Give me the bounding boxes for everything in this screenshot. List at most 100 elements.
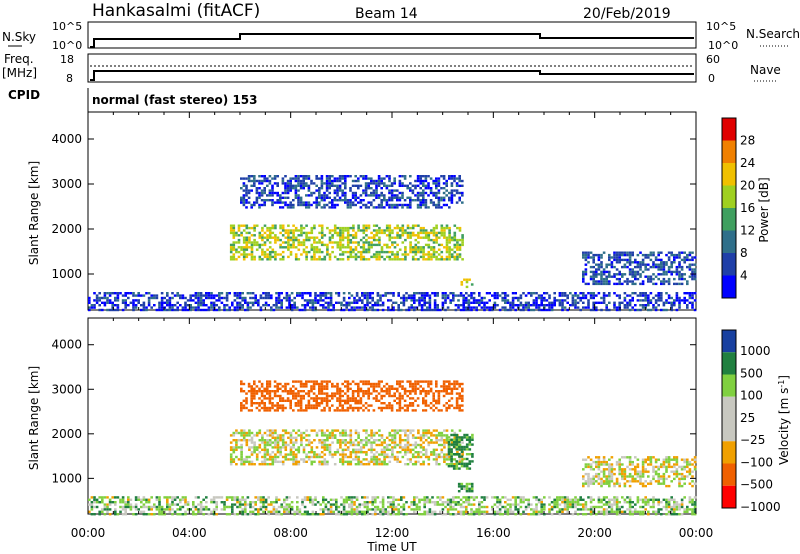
- data-cell: [644, 275, 647, 278]
- data-cell: [268, 429, 272, 432]
- data-cell: [260, 406, 264, 410]
- data-cell: [686, 299, 689, 302]
- data-cell: [450, 465, 453, 468]
- data-cell: [468, 441, 472, 444]
- data-cell: [608, 275, 611, 278]
- data-cell: [258, 429, 262, 432]
- data-cell: [210, 296, 213, 300]
- data-cell: [387, 308, 390, 312]
- data-cell: [263, 224, 267, 227]
- data-cell: [424, 234, 428, 237]
- data-cell: [411, 436, 415, 439]
- data-cell: [199, 301, 203, 304]
- data-cell: [647, 256, 650, 259]
- data-cell: [450, 453, 453, 456]
- data-cell: [368, 306, 372, 309]
- data-cell: [267, 304, 270, 307]
- data-cell: [253, 238, 256, 242]
- data-cell: [595, 282, 598, 286]
- data-cell: [248, 241, 251, 244]
- data-cell: [124, 294, 127, 297]
- data-cell: [257, 510, 260, 513]
- data-cell: [461, 458, 464, 461]
- data-cell: [147, 301, 151, 304]
- data-cell: [202, 304, 205, 307]
- data-cell: [268, 441, 272, 444]
- data-cell: [375, 250, 379, 254]
- data-cell: [186, 299, 190, 302]
- data-cell: [266, 382, 269, 386]
- data-cell: [548, 294, 551, 297]
- data-cell: [307, 236, 311, 239]
- data-cell: [584, 463, 588, 466]
- data-cell: [383, 182, 386, 185]
- data-cell: [95, 301, 99, 304]
- data-cell: [411, 382, 415, 386]
- data-cell: [250, 175, 253, 178]
- data-cell: [398, 399, 402, 402]
- data-cell: [615, 258, 619, 262]
- data-cell: [422, 258, 425, 261]
- data-cell: [147, 296, 151, 300]
- data-cell: [305, 404, 308, 407]
- data-cell: [470, 283, 474, 286]
- data-cell: [349, 238, 353, 242]
- data-cell: [641, 292, 645, 295]
- data-cell: [372, 463, 376, 466]
- data-cell: [184, 301, 187, 304]
- data-cell: [284, 455, 288, 459]
- data-cell: [432, 179, 435, 183]
- data-cell: [313, 255, 316, 259]
- data-cell: [251, 510, 255, 513]
- data-cell: [253, 241, 256, 244]
- data-cell: [289, 451, 293, 454]
- data-cell: [458, 404, 461, 407]
- data-cell: [336, 199, 339, 202]
- data-cell: [592, 477, 595, 481]
- data-cell: [453, 224, 457, 227]
- data-cell: [411, 404, 415, 407]
- data-cell: [589, 256, 593, 259]
- data-cell: [289, 441, 293, 444]
- data-cell: [262, 292, 265, 295]
- data-cell: [197, 299, 200, 302]
- data-cell: [346, 229, 350, 232]
- data-cell: [398, 234, 402, 237]
- data-cell: [300, 434, 303, 437]
- data-cell: [501, 292, 504, 295]
- data-cell: [393, 203, 396, 207]
- data-cell: [370, 182, 373, 185]
- data-cell: [357, 229, 360, 232]
- data-cell: [307, 455, 311, 459]
- data-cell: [375, 385, 378, 388]
- data-cell: [657, 480, 660, 483]
- data-cell: [242, 390, 246, 393]
- data-cell: [266, 234, 269, 237]
- data-cell: [396, 189, 399, 192]
- data-cell: [98, 501, 101, 504]
- data-cell: [435, 224, 438, 227]
- data-cell: [101, 296, 104, 300]
- data-cell: [229, 441, 233, 444]
- data-cell: [108, 508, 112, 511]
- data-cell: [344, 460, 347, 463]
- data-cell: [456, 226, 459, 230]
- data-cell: [364, 390, 368, 393]
- data-cell: [315, 248, 319, 251]
- sky-tick-low: 10^0: [52, 39, 82, 52]
- data-cell: [396, 380, 399, 383]
- data-cell: [268, 236, 272, 239]
- data-cell: [435, 234, 438, 237]
- data-cell: [124, 508, 127, 511]
- data-cell: [428, 301, 432, 304]
- data-cell: [279, 434, 282, 437]
- data-cell: [504, 301, 507, 304]
- data-cell: [215, 294, 218, 297]
- data-cell: [150, 306, 153, 309]
- data-cell: [103, 503, 107, 506]
- data-cell: [276, 409, 279, 412]
- data-cell: [249, 292, 252, 295]
- data-cell: [363, 306, 367, 309]
- data-cell: [465, 448, 469, 451]
- data-cell: [377, 392, 381, 395]
